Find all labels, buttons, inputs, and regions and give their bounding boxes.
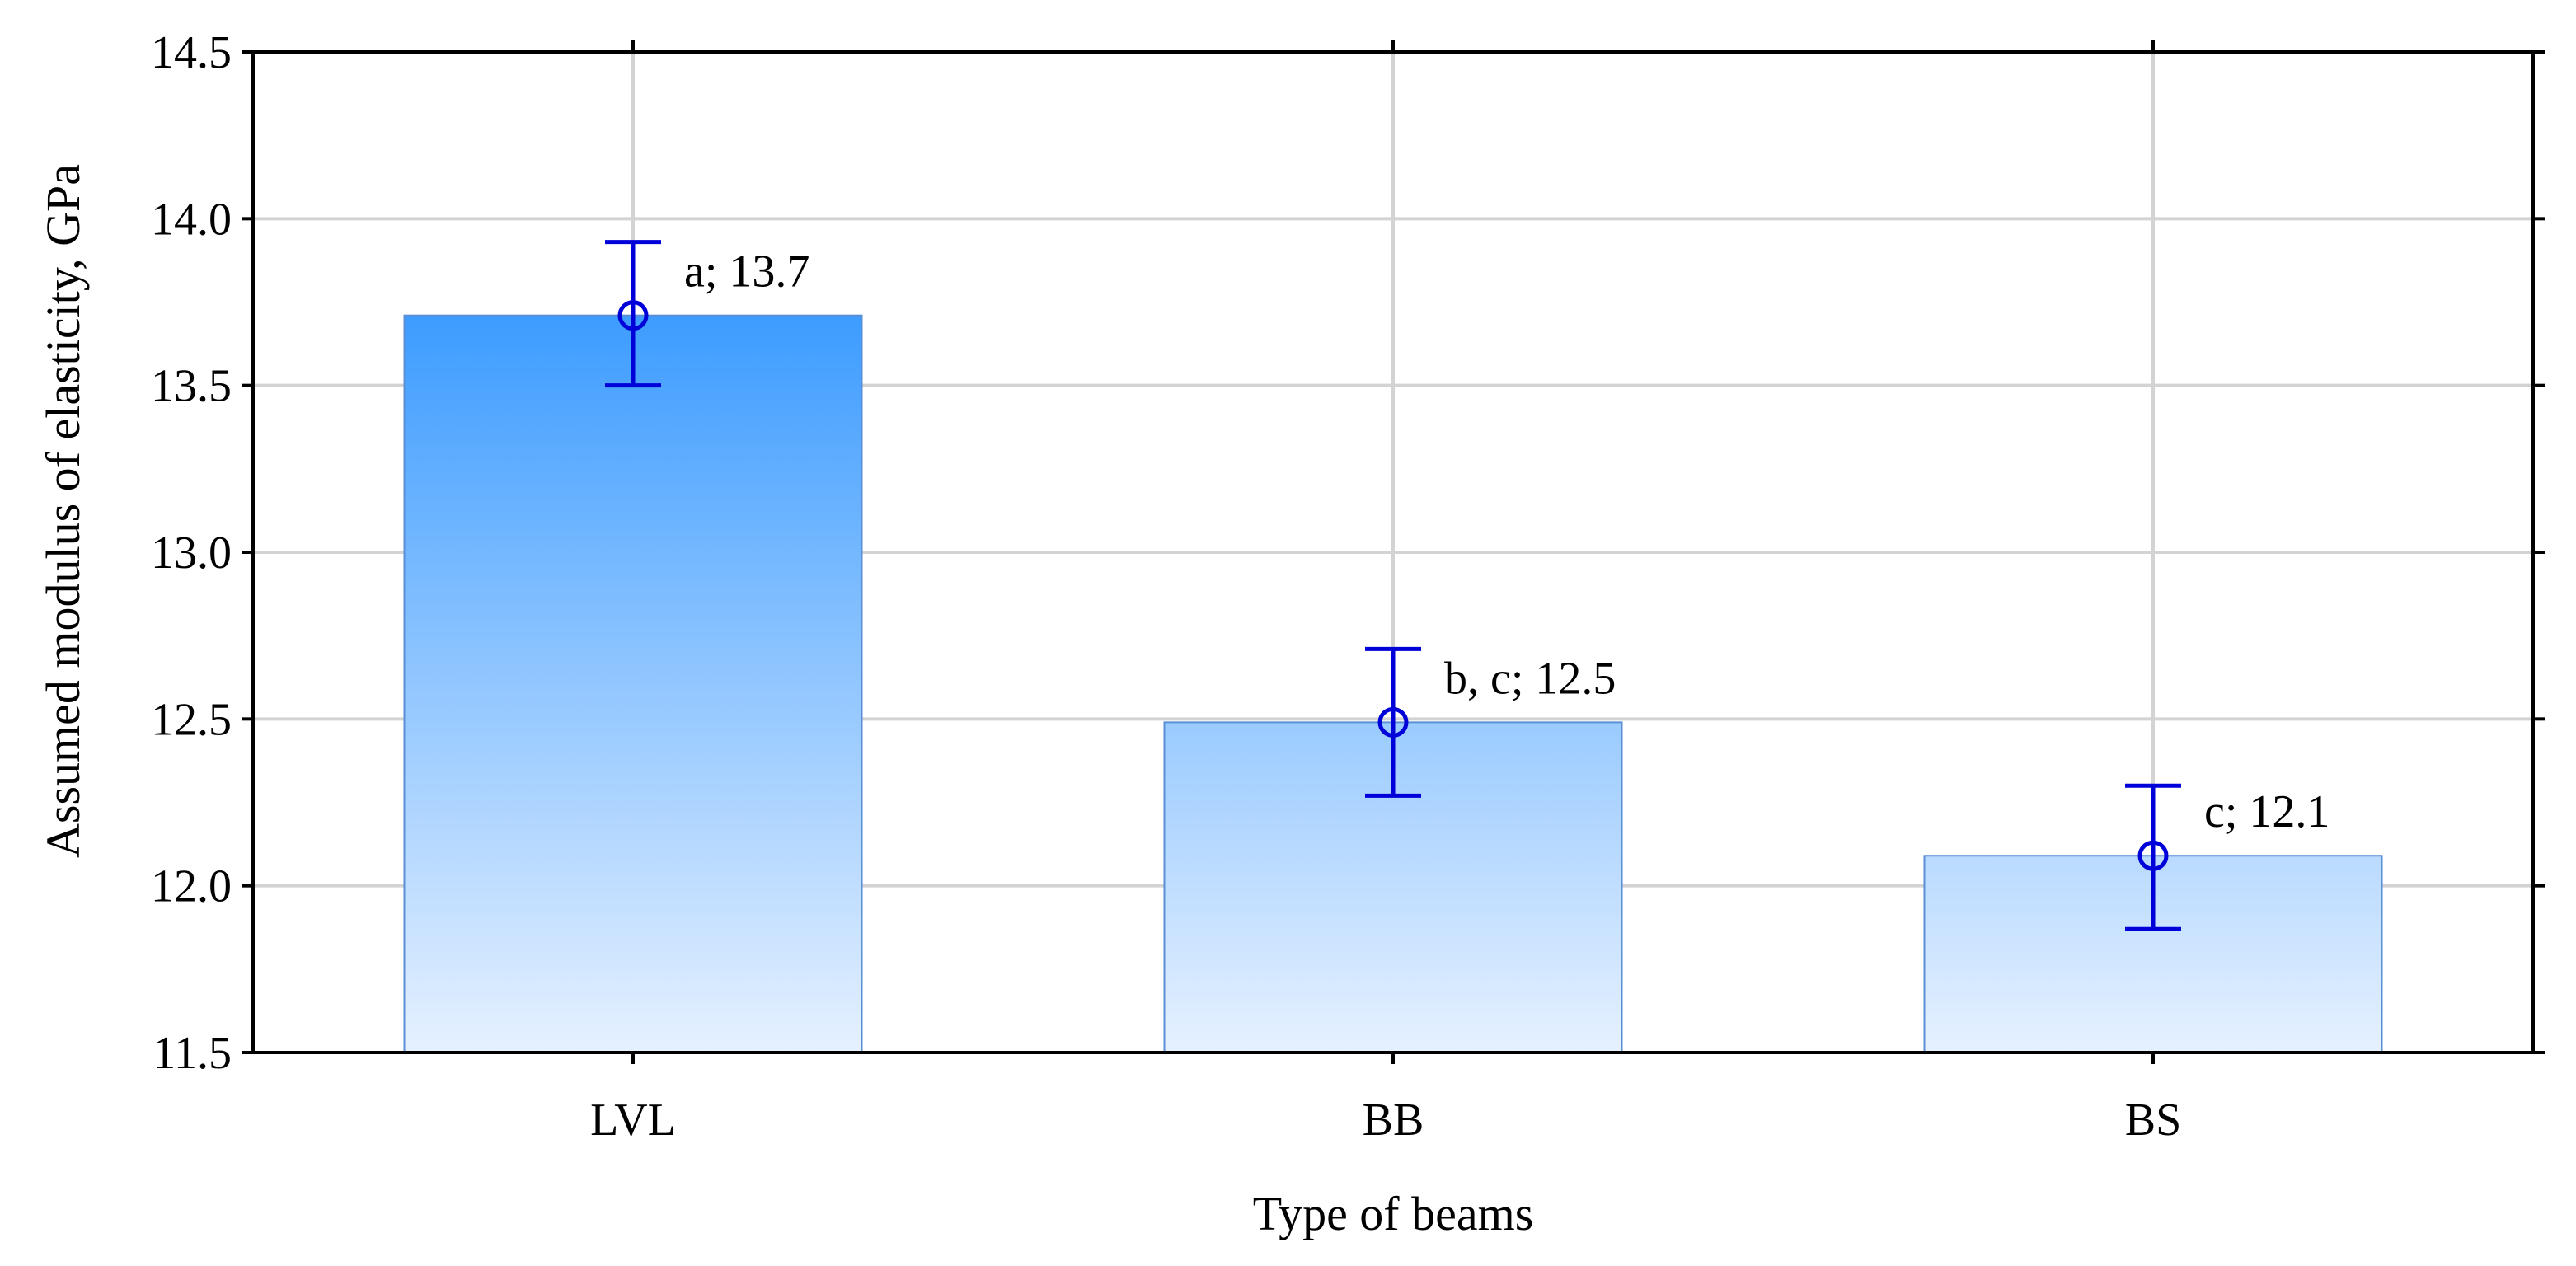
x-tick-label-bb: BB bbox=[1363, 1095, 1424, 1146]
y-tick-label: 13.5 bbox=[151, 361, 232, 412]
x-tick-label-bs: BS bbox=[2125, 1095, 2182, 1146]
y-tick-label: 14.0 bbox=[151, 194, 232, 245]
x-tick-label-lvl: LVL bbox=[590, 1095, 676, 1146]
mean-marker bbox=[617, 300, 649, 331]
error-bars bbox=[605, 240, 2181, 931]
y-axis-title: Assumed modulus of elasticity, GPa bbox=[36, 164, 90, 858]
y-tick-label: 14.5 bbox=[151, 27, 232, 78]
mean-marker bbox=[2137, 840, 2169, 871]
axis-ticks bbox=[242, 40, 2545, 1064]
y-tick-label: 11.5 bbox=[152, 1028, 232, 1079]
y-tick-label: 12.0 bbox=[151, 861, 232, 912]
x-axis-title: Type of beams bbox=[1253, 1187, 1534, 1240]
data-label-lvl: a; 13.7 bbox=[684, 246, 809, 298]
bar-lvl bbox=[403, 314, 863, 1054]
data-label-bs: c; 12.1 bbox=[2204, 786, 2330, 837]
mean-marker bbox=[1377, 706, 1409, 738]
data-label-bb: b, c; 12.5 bbox=[1444, 653, 1616, 704]
y-tick-label: 13.0 bbox=[151, 528, 232, 579]
y-tick-label: 12.5 bbox=[151, 694, 232, 745]
labels: 11.5 12.0 12.5 13.0 13.5 14.0 14.5 a; 13.7 LVL b,… bbox=[151, 27, 2330, 1146]
